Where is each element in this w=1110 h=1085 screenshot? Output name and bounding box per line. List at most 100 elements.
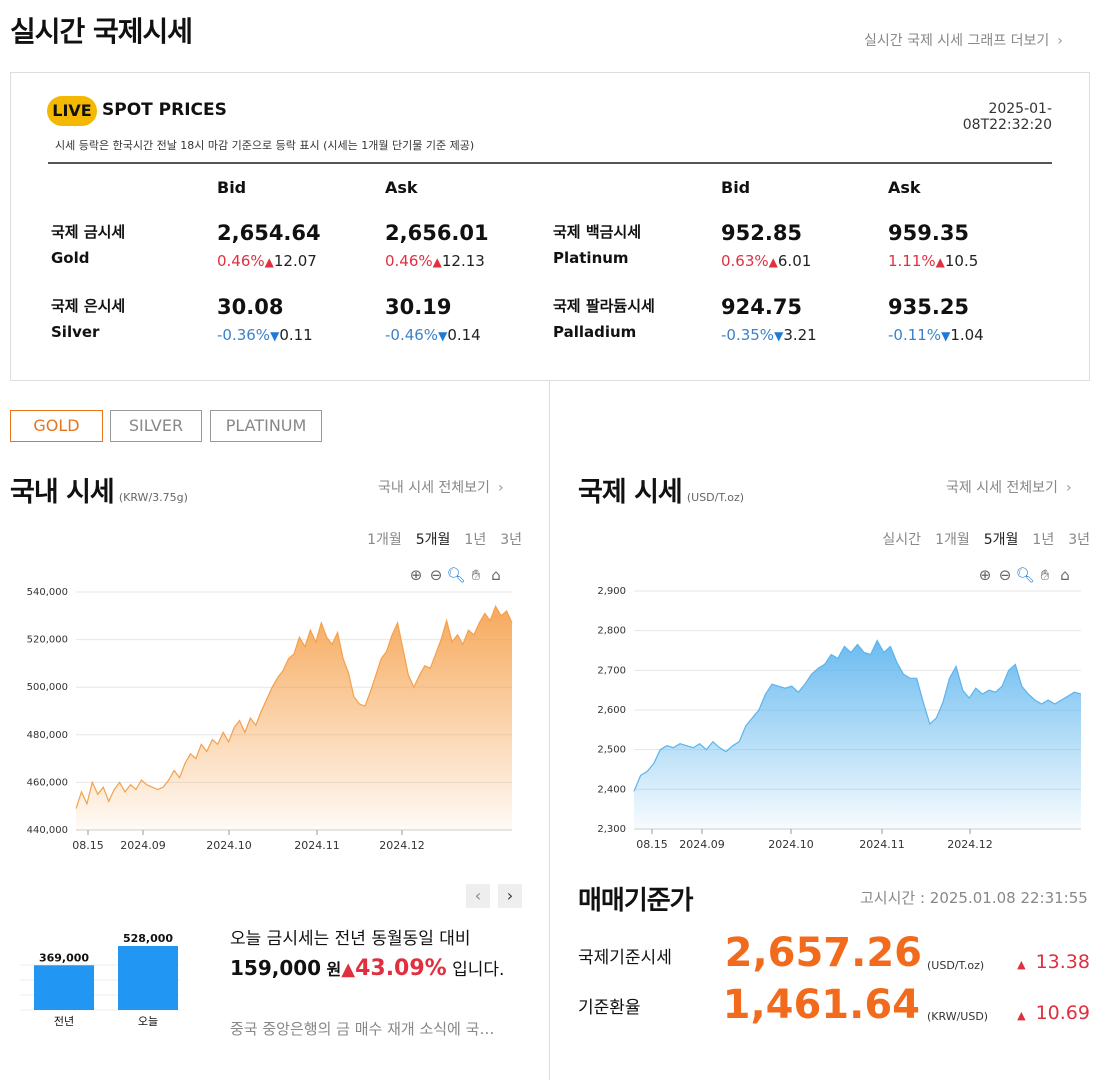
triangle-down-icon: ▼ (270, 329, 280, 343)
change-pct: 1.11% (888, 252, 936, 270)
domestic-chart-tools: ⊕ ⊖ 🔍︎ ✋︎ ⌂ (406, 566, 506, 584)
metal-row-platinum: 국제 백금시세 Platinum (553, 219, 641, 271)
x-tick-label: 2024.10 (768, 838, 814, 851)
reference-title: 매매기준가 (578, 886, 694, 916)
metal-name-kr: 국제 백금시세 (553, 223, 642, 241)
news-pct-value: 43.09% (355, 956, 447, 981)
pan-hand-icon[interactable]: ✋︎ (1040, 566, 1050, 584)
news-won: 원 (326, 960, 342, 979)
yoy-news: 오늘 금시세는 전년 동월동일 대비 159,000 원▲43.09% 입니다. (230, 925, 520, 985)
reference-change-intl-value: 13.38 (1035, 951, 1090, 973)
metal-name-en: Silver (51, 323, 100, 341)
news-tail: 입니다. (452, 960, 505, 980)
news-headline[interactable]: 중국 중앙은행의 금 매수 재개 소식에 국… (230, 1020, 495, 1038)
yoy-bar (34, 965, 94, 1010)
palladium-ask-price: 935.25 (888, 295, 970, 319)
news-amount: 159,000 (230, 956, 322, 980)
international-chart: 2,900 2,800 2,700 2,600 2,500 2,400 2,300 08.15… (560, 580, 1105, 865)
platinum-ask-price: 959.35 (888, 221, 970, 245)
period-1m[interactable]: 1개월 (935, 532, 970, 548)
price-line (75, 604, 513, 809)
magnifier-icon[interactable]: 🔍︎ (446, 566, 466, 584)
metal-row-gold: 국제 금시세 Gold (51, 219, 125, 271)
x-tick-label: 08.15 (72, 839, 104, 852)
international-more-link[interactable]: 국제 시세 전체보기 › (946, 477, 1072, 497)
period-3y[interactable]: 3년 (1068, 532, 1090, 548)
area-fill (76, 606, 512, 830)
metal-name-kr: 국제 팔라듐시세 (553, 297, 655, 315)
domestic-period-selector: 1개월 5개월 1년 3년 (353, 529, 522, 549)
home-icon[interactable]: ⌂ (1060, 566, 1070, 584)
period-5m[interactable]: 5개월 (415, 532, 451, 548)
silver-bid-price: 30.08 (217, 295, 284, 319)
period-realtime[interactable]: 실시간 (882, 532, 922, 548)
yoy-bar (118, 946, 178, 1010)
change-abs: 6.01 (777, 252, 812, 270)
chevron-right-icon: › (1065, 480, 1072, 496)
domestic-title: 국내 시세 (10, 477, 115, 508)
home-icon[interactable]: ⌂ (491, 566, 501, 584)
international-heading: 국제 시세 (USD/T.oz) (578, 470, 744, 509)
change-abs: 0.14 (447, 326, 481, 344)
period-1m[interactable]: 1개월 (367, 532, 402, 548)
period-1y[interactable]: 1년 (464, 532, 487, 548)
change-pct: -0.35% (721, 326, 775, 344)
platinum-ask-change: 1.11%▲10.5 (888, 252, 978, 270)
platinum-bid-change: 0.63%▲6.01 (721, 252, 811, 270)
realtime-graph-more-link[interactable]: 실시간 국제 시세 그래프 더보기 › (864, 30, 1063, 50)
zoom-out-icon[interactable]: ⊖ (429, 566, 443, 584)
tab-gold[interactable]: GOLD (10, 410, 103, 442)
x-tick-label: 2024.11 (859, 838, 905, 851)
international-chart-tools: ⊕ ⊖ 🔍︎ ✋︎ ⌂ (975, 566, 1075, 584)
domestic-chart-svg: 540,000 520,000 500,000 480,000 460,000 440,0… (27, 587, 513, 852)
triangle-up-icon: ▲ (341, 959, 356, 980)
x-tick-label: 2024.09 (120, 839, 166, 852)
zoom-out-icon[interactable]: ⊖ (998, 566, 1012, 584)
divider (48, 162, 1052, 164)
prev-arrow-icon[interactable]: ‹ (466, 884, 490, 908)
realtime-graph-more-label: 실시간 국제 시세 그래프 더보기 (864, 33, 1050, 49)
international-period-selector: 실시간 1개월 5개월 1년 3년 (868, 529, 1090, 549)
zoom-in-icon[interactable]: ⊕ (978, 566, 992, 584)
x-tick-label: 2024.10 (206, 839, 252, 852)
change-abs: 12.13 (441, 252, 485, 270)
change-pct: -0.36% (217, 326, 271, 344)
reference-unit-fx: (KRW/USD) (927, 1010, 989, 1023)
period-5m[interactable]: 5개월 (983, 532, 1019, 548)
spot-timestamp: 2025-01-08T22:32:20 (962, 101, 1052, 133)
magnifier-icon[interactable]: 🔍︎ (1015, 566, 1035, 584)
metal-name-en: Platinum (553, 249, 629, 267)
change-abs: 1.04 (950, 326, 984, 344)
news-pct: ▲43.09% (341, 956, 446, 981)
period-3y[interactable]: 3년 (500, 532, 522, 548)
period-1y[interactable]: 1년 (1032, 532, 1055, 548)
x-tick-label: 2024.11 (294, 839, 340, 852)
tab-platinum[interactable]: PLATINUM (210, 410, 322, 442)
triangle-up-icon: ▲ (1017, 958, 1026, 971)
y-tick-label: 2,500 (597, 745, 626, 756)
y-tick-label: 500,000 (27, 682, 68, 693)
zoom-in-icon[interactable]: ⊕ (409, 566, 423, 584)
pan-hand-icon[interactable]: ✋︎ (471, 566, 481, 584)
reference-value-fx: 1,461.64 (722, 982, 920, 1028)
live-badge: LIVE (47, 96, 97, 126)
next-arrow-icon[interactable]: › (498, 884, 522, 908)
reference-time: 고시시간 : 2025.01.08 22:31:55 (860, 889, 1088, 907)
bid-header-right: Bid (721, 178, 751, 197)
tab-silver[interactable]: SILVER (110, 410, 202, 442)
reference-change-fx-value: 10.69 (1035, 1002, 1090, 1024)
chevron-right-icon: › (1057, 33, 1063, 49)
spot-prices-title: SPOT PRICES (102, 100, 227, 120)
domestic-more-link[interactable]: 국내 시세 전체보기 › (378, 477, 504, 497)
change-pct: 0.63% (721, 252, 769, 270)
metal-name-en: Palladium (553, 323, 637, 341)
change-pct: 0.46% (217, 252, 265, 270)
palladium-ask-change: -0.11%▼1.04 (888, 326, 984, 344)
x-tick-label: 08.15 (636, 838, 668, 851)
reference-value-intl: 2,657.26 (724, 930, 922, 976)
yoy-bar-value: 528,000 (123, 932, 173, 945)
y-tick-label: 2,600 (597, 705, 626, 716)
silver-ask-price: 30.19 (385, 295, 452, 319)
metal-name-en: Gold (51, 249, 90, 267)
domestic-unit: (KRW/3.75g) (118, 491, 188, 504)
